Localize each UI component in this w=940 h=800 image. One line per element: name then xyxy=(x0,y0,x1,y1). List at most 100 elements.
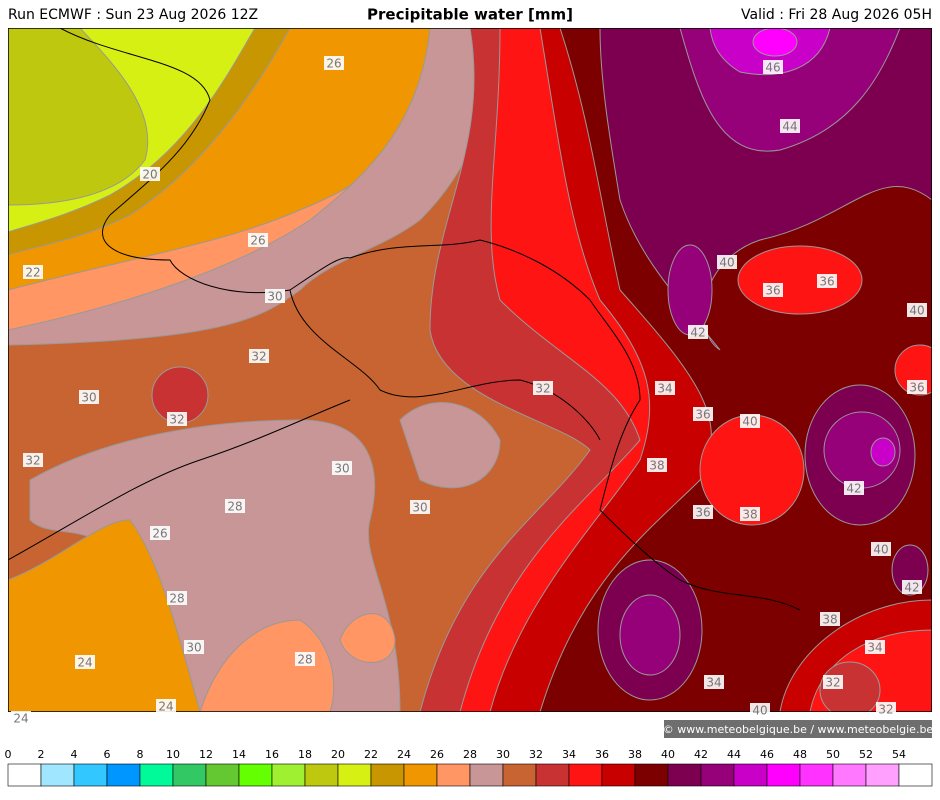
field xyxy=(619,594,681,676)
border-line xyxy=(289,289,601,441)
contour-label: 28 xyxy=(227,500,242,514)
colorbar-swatch xyxy=(205,763,240,787)
colorbar-tick-label: 54 xyxy=(892,748,906,761)
contour-label: 44 xyxy=(782,120,797,134)
contour-label-box xyxy=(11,711,31,725)
contour-label: 22 xyxy=(25,266,40,280)
colorbar-swatch xyxy=(502,763,537,787)
contour-label-box xyxy=(704,675,724,689)
colorbar-tick-label: 32 xyxy=(529,748,543,761)
contour-label-box xyxy=(184,640,204,654)
colorbar-tick-label: 46 xyxy=(760,748,774,761)
colorbar-tick-label: 26 xyxy=(430,748,444,761)
colorbar-swatch xyxy=(7,763,42,787)
contour-label-box xyxy=(75,655,95,669)
colorbar-swatch xyxy=(238,763,273,787)
contour-label-box xyxy=(820,612,840,626)
contour-label: 26 xyxy=(152,527,167,541)
contour-label: 30 xyxy=(186,641,201,655)
contour-label-box xyxy=(23,453,43,467)
colorbar-swatch xyxy=(337,763,372,787)
copyright: © www.meteobelgique.be / www.meteobelgie… xyxy=(663,723,934,736)
colorbar-swatch xyxy=(106,763,141,787)
borders xyxy=(8,28,801,611)
contour-label-box xyxy=(902,580,922,594)
contour-label-box xyxy=(79,390,99,404)
contour-label: 40 xyxy=(909,304,924,318)
field xyxy=(737,245,863,315)
contour-label-box xyxy=(23,265,43,279)
contour-label: 34 xyxy=(867,641,882,655)
colorbar-tick-label: 44 xyxy=(727,748,741,761)
contour-label-box xyxy=(410,500,430,514)
coastline xyxy=(59,28,351,294)
contour-label: 36 xyxy=(765,284,780,298)
contour-label-box xyxy=(823,675,843,689)
colorbar-tick-label: 34 xyxy=(562,748,576,761)
contour-label-box xyxy=(871,542,891,556)
colorbar-tick-label: 24 xyxy=(397,748,411,761)
colorbar-swatch xyxy=(172,763,207,787)
colorbar-tick-label: 10 xyxy=(166,748,180,761)
contour-label: 24 xyxy=(13,712,28,726)
contour-label: 46 xyxy=(765,61,780,75)
colorbar-swatch xyxy=(271,763,306,787)
colorbar-tick-label: 38 xyxy=(628,748,642,761)
contour-label-box xyxy=(763,60,783,74)
contour-label: 36 xyxy=(695,408,710,422)
contour-label-box xyxy=(167,591,187,605)
contour-label: 40 xyxy=(873,543,888,557)
colorbar-tick-label: 40 xyxy=(661,748,675,761)
field xyxy=(399,402,501,489)
contour-label-box xyxy=(817,274,837,288)
field xyxy=(870,437,896,467)
colorbar-swatch xyxy=(766,763,801,787)
contour-label-box xyxy=(655,381,675,395)
contour-label-box xyxy=(140,167,160,181)
contour-label: 32 xyxy=(878,703,893,717)
run-label: Run ECMWF : Sun 23 Aug 2026 12Z xyxy=(8,7,258,23)
contour-label: 32 xyxy=(251,350,266,364)
contour-label-box xyxy=(295,652,315,666)
contour-label: 34 xyxy=(657,382,672,396)
field xyxy=(752,28,798,57)
contour-label: 32 xyxy=(25,454,40,468)
contour-label-box xyxy=(907,380,927,394)
contour-label: 38 xyxy=(649,459,664,473)
copyright-box xyxy=(664,720,932,738)
contour-label-box xyxy=(150,526,170,540)
colorbar-tick-label: 48 xyxy=(793,748,807,761)
map-title: Precipitable water [mm] xyxy=(367,6,573,24)
contour-label-box xyxy=(717,255,737,269)
colorbar-swatch xyxy=(73,763,108,787)
colorbar-swatch xyxy=(733,763,768,787)
contour-label-box xyxy=(249,349,269,363)
colorbar-swatch xyxy=(799,763,834,787)
colorbar-swatch xyxy=(469,763,504,787)
field xyxy=(199,619,335,712)
contour-label-box xyxy=(647,458,667,472)
contour-label-box xyxy=(167,412,187,426)
contour-label-box xyxy=(907,303,927,317)
contour-label: 30 xyxy=(267,290,282,304)
contour-label: 26 xyxy=(326,57,341,71)
contour-label-box xyxy=(688,325,708,339)
colorbar-swatch xyxy=(304,763,339,787)
contour-label: 30 xyxy=(412,501,427,515)
field xyxy=(8,519,201,712)
map xyxy=(8,28,932,712)
colorbar-swatch xyxy=(634,763,669,787)
colorbar-tick-label: 16 xyxy=(265,748,279,761)
colorbar-tick-label: 50 xyxy=(826,748,840,761)
contour-label-box xyxy=(780,119,800,133)
contour-label: 36 xyxy=(695,506,710,520)
contour-label: 42 xyxy=(904,581,919,595)
contour-label-box xyxy=(865,640,885,654)
colorbar-tick-label: 0 xyxy=(5,748,12,761)
colorbar-tick-label: 4 xyxy=(71,748,78,761)
contour-label-box xyxy=(248,233,268,247)
contour-label: 38 xyxy=(742,508,757,522)
field xyxy=(339,613,396,663)
contour-label-box xyxy=(844,481,864,495)
